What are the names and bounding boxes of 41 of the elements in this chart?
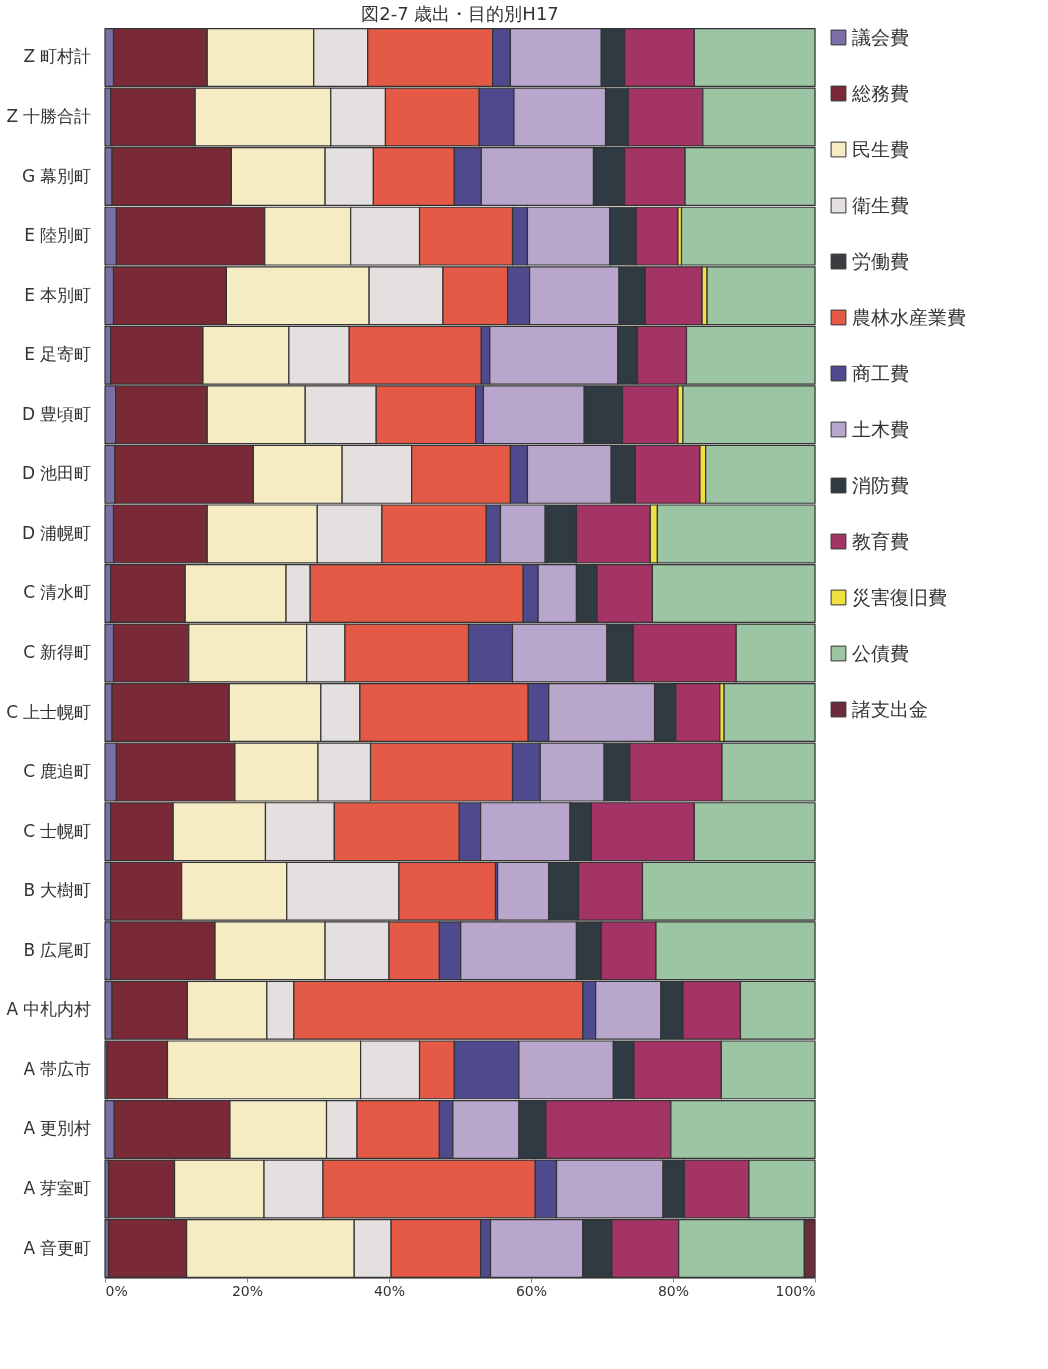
legend-label: 議会費 [852,25,909,48]
y-tick-label: C 新得町 [23,642,92,662]
legend-label: 衛生費 [852,193,909,216]
legend-label: 災害復旧費 [852,585,947,608]
x-tick-label: 40% [373,1282,406,1299]
y-tick-label: E 本別町 [24,284,92,305]
x-tick-label: 100% [775,1282,816,1299]
y-tick-label: C 上士幌町 [6,701,92,722]
y-tick-label: E 陸別町 [24,225,92,246]
y-tick-label: C 清水町 [23,582,92,603]
y-tick-label: A 芽室町 [23,1177,92,1198]
y-tick-label: A 音更町 [23,1237,92,1258]
chart-title: 図2-7 歳出・目的別H17 [361,3,559,24]
x-tick-label: 0% [105,1282,128,1299]
legend-label: 民生費 [852,137,909,160]
x-tick-label: 20% [231,1282,264,1299]
y-tick-label: C 鹿追町 [23,761,92,782]
legend-label: 教育費 [852,529,909,552]
y-tick-label: A 帯広市 [23,1058,92,1079]
y-tick-label: D 豊頃町 [22,403,92,424]
legend-label: 諸支出金 [852,697,928,720]
legend-label: 公債費 [852,641,909,664]
y-tick-label: Z 十勝合計 [6,106,92,127]
x-tick-label: 80% [657,1282,690,1299]
y-tick-label: A 中札内村 [6,999,92,1020]
legend-label: 土木費 [852,417,909,440]
y-tick-label: D 浦幌町 [22,522,92,543]
y-tick-label: C 士幌町 [23,820,92,841]
legend-label: 総務費 [851,81,909,104]
y-tick-label: G 幕別町 [21,165,92,186]
y-tick-label: B 大樹町 [23,880,92,901]
y-tick-label: D 池田町 [22,463,92,484]
legend-label: 労働費 [852,249,909,272]
y-tick-label: Z 町村計 [23,46,92,67]
y-tick-label: A 更別村 [23,1118,92,1139]
y-tick-label: E 足寄町 [24,344,92,365]
y-tick-label: B 広尾町 [23,939,92,960]
x-tick-label: 60% [515,1282,548,1299]
legend-label: 農林水産業費 [852,305,966,328]
legend-label: 消防費 [852,473,909,496]
legend-label: 商工費 [852,361,909,384]
